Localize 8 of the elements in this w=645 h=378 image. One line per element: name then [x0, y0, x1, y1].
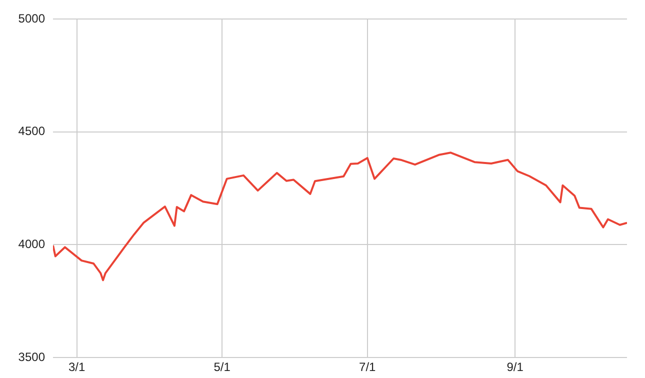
x-tick-label: 5/1 — [214, 360, 231, 374]
y-tick-label: 3500 — [18, 350, 46, 364]
y-tick-label: 4000 — [18, 237, 46, 252]
y-tick-label: 5000 — [18, 11, 46, 26]
x-tick-label: 7/1 — [359, 360, 376, 374]
y-tick-label: 4500 — [18, 124, 46, 138]
x-tick-label: 3/1 — [68, 360, 86, 374]
x-tick-label: 9/1 — [506, 360, 524, 374]
